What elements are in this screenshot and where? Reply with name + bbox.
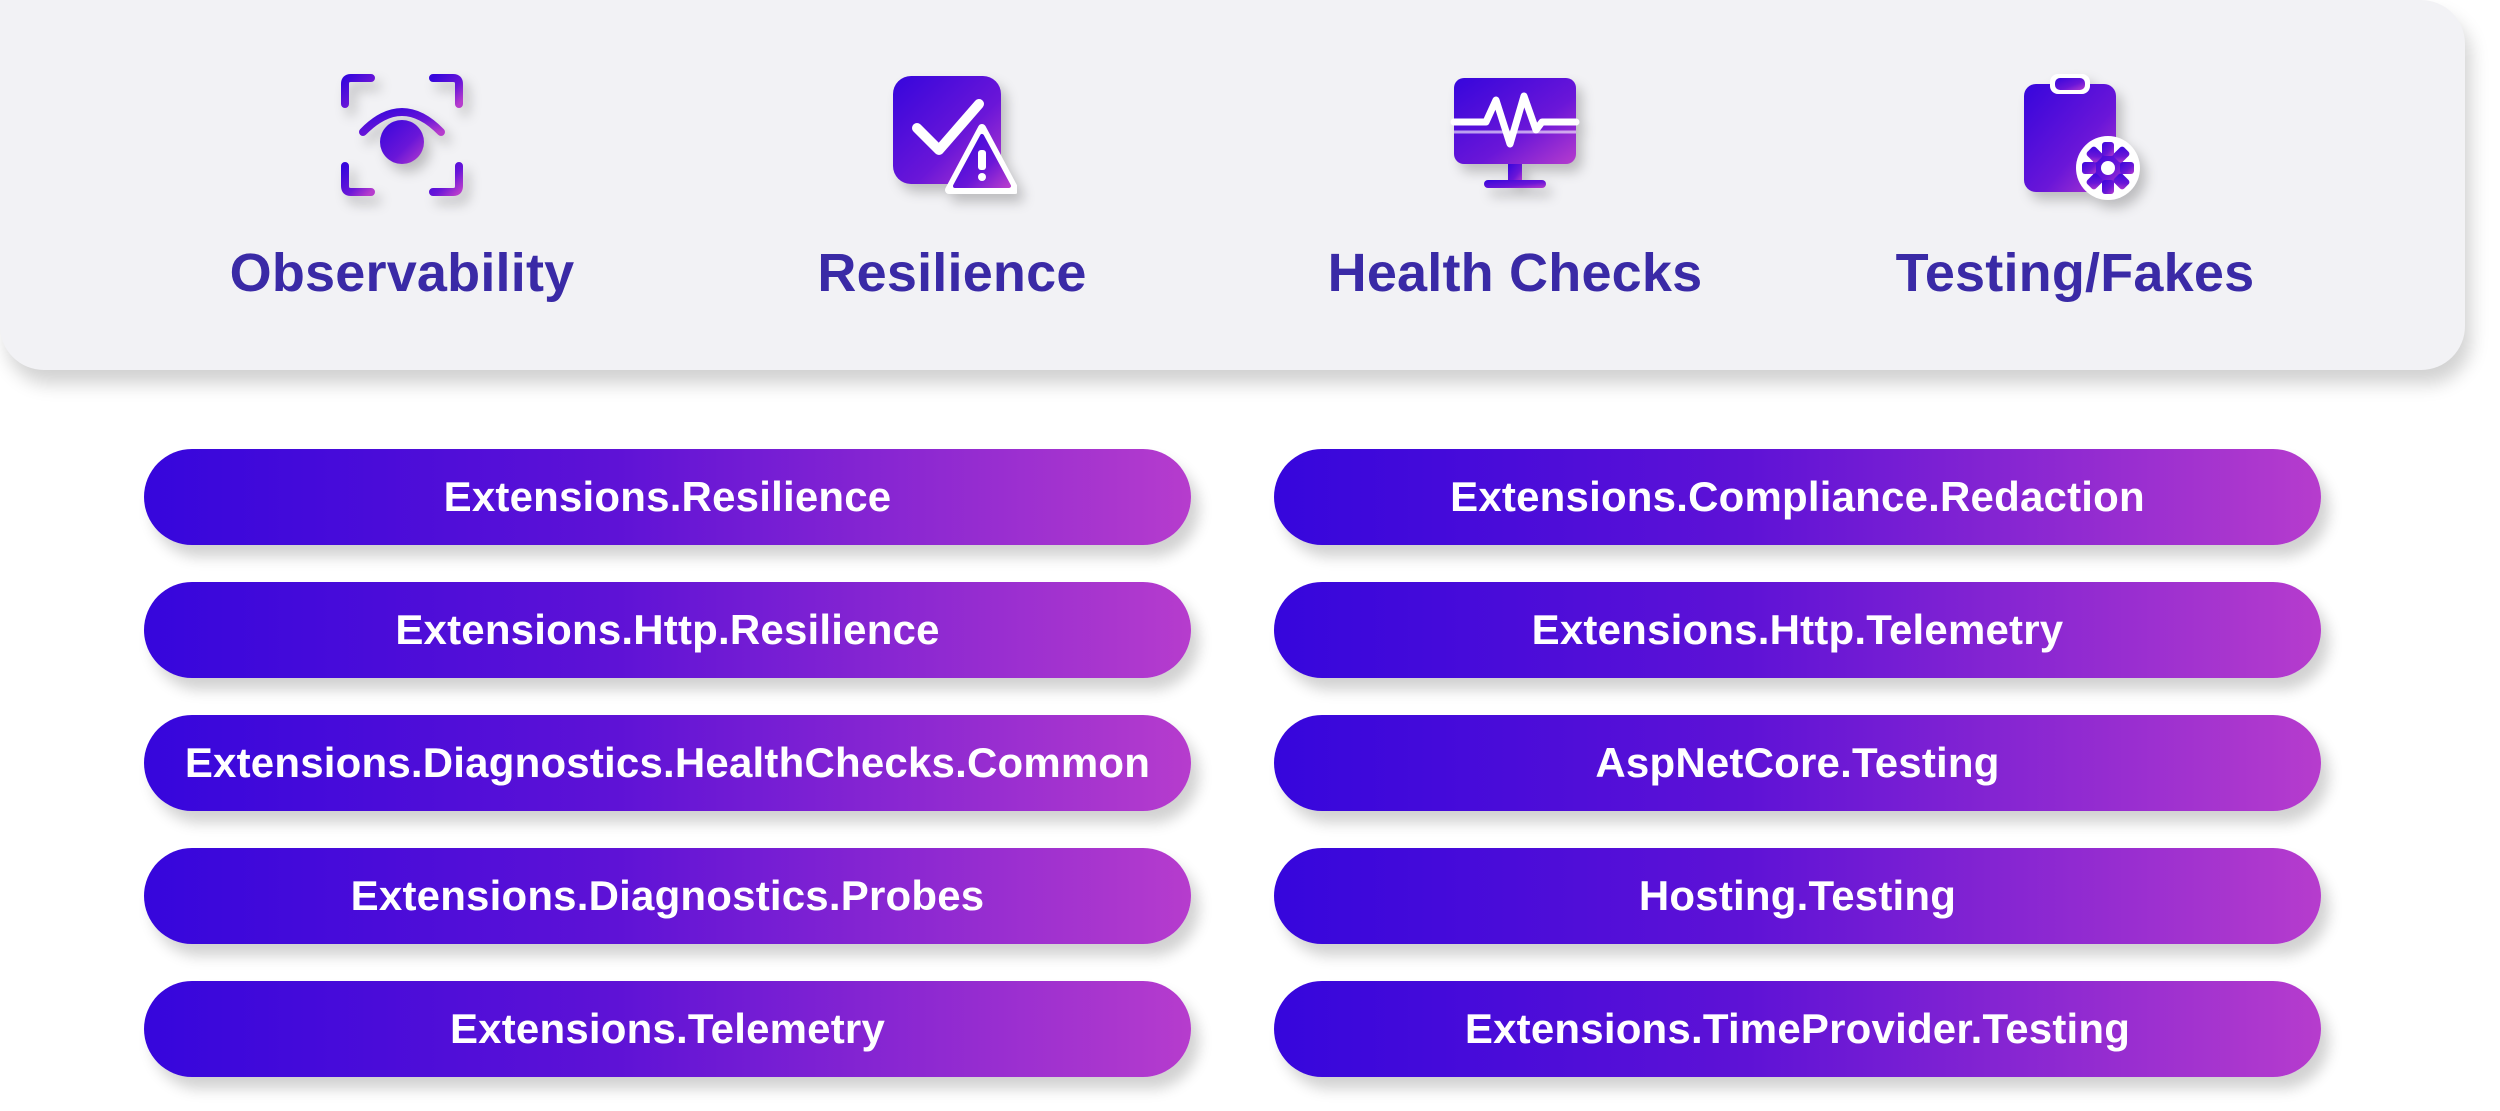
package-aspnetcore-testing: AspNetCore.Testing <box>1274 715 2321 811</box>
package-label: Extensions.Compliance.Redaction <box>1450 473 2145 520</box>
package-extensions-timeprovider-testing: Extensions.TimeProvider.Testing <box>1274 981 2321 1077</box>
package-extensions-http-resilience: Extensions.Http.Resilience <box>144 582 1191 678</box>
category-label: Health Checks <box>1327 243 1703 303</box>
package-extensions-diagnostics-healthchecks-common: Extensions.Diagnostics.HealthChecks.Comm… <box>144 715 1191 811</box>
checkbox-warning-icon <box>877 60 1027 210</box>
package-extensions-diagnostics-probes: Extensions.Diagnostics.Probes <box>144 848 1191 944</box>
package-label: Extensions.Diagnostics.HealthChecks.Comm… <box>184 739 1151 786</box>
category-label: Resilience <box>817 243 1087 303</box>
package-extensions-resilience: Extensions.Resilience <box>144 449 1191 545</box>
category-testing-fakes: Testing/Fakes <box>1815 60 2335 320</box>
package-label: Extensions.Http.Resilience <box>395 606 940 653</box>
package-label: Extensions.Diagnostics.Probes <box>350 872 985 919</box>
package-extensions-compliance-redaction: Extensions.Compliance.Redaction <box>1274 449 2321 545</box>
package-extensions-telemetry: Extensions.Telemetry <box>144 981 1191 1077</box>
package-label: Extensions.Http.Telemetry <box>1531 606 2064 653</box>
package-label: Extensions.TimeProvider.Testing <box>1464 1005 2131 1052</box>
package-label: AspNetCore.Testing <box>1595 739 2000 786</box>
category-label: Testing/Fakes <box>1895 243 2255 303</box>
package-label: Extensions.Resilience <box>443 473 892 520</box>
clipboard-gear-icon <box>2000 60 2150 210</box>
package-hosting-testing: Hosting.Testing <box>1274 848 2321 944</box>
package-extensions-http-telemetry: Extensions.Http.Telemetry <box>1274 582 2321 678</box>
eye-focus-icon <box>327 60 477 210</box>
category-panel: Observability Resilience <box>0 0 2465 370</box>
category-label: Observability <box>229 243 575 303</box>
package-label: Extensions.Telemetry <box>449 1005 886 1052</box>
category-resilience: Resilience <box>692 60 1212 320</box>
category-health-checks: Health Checks <box>1255 60 1775 320</box>
category-observability: Observability <box>142 60 662 320</box>
package-label: Hosting.Testing <box>1638 872 1957 919</box>
heartbeat-monitor-icon <box>1440 60 1590 210</box>
